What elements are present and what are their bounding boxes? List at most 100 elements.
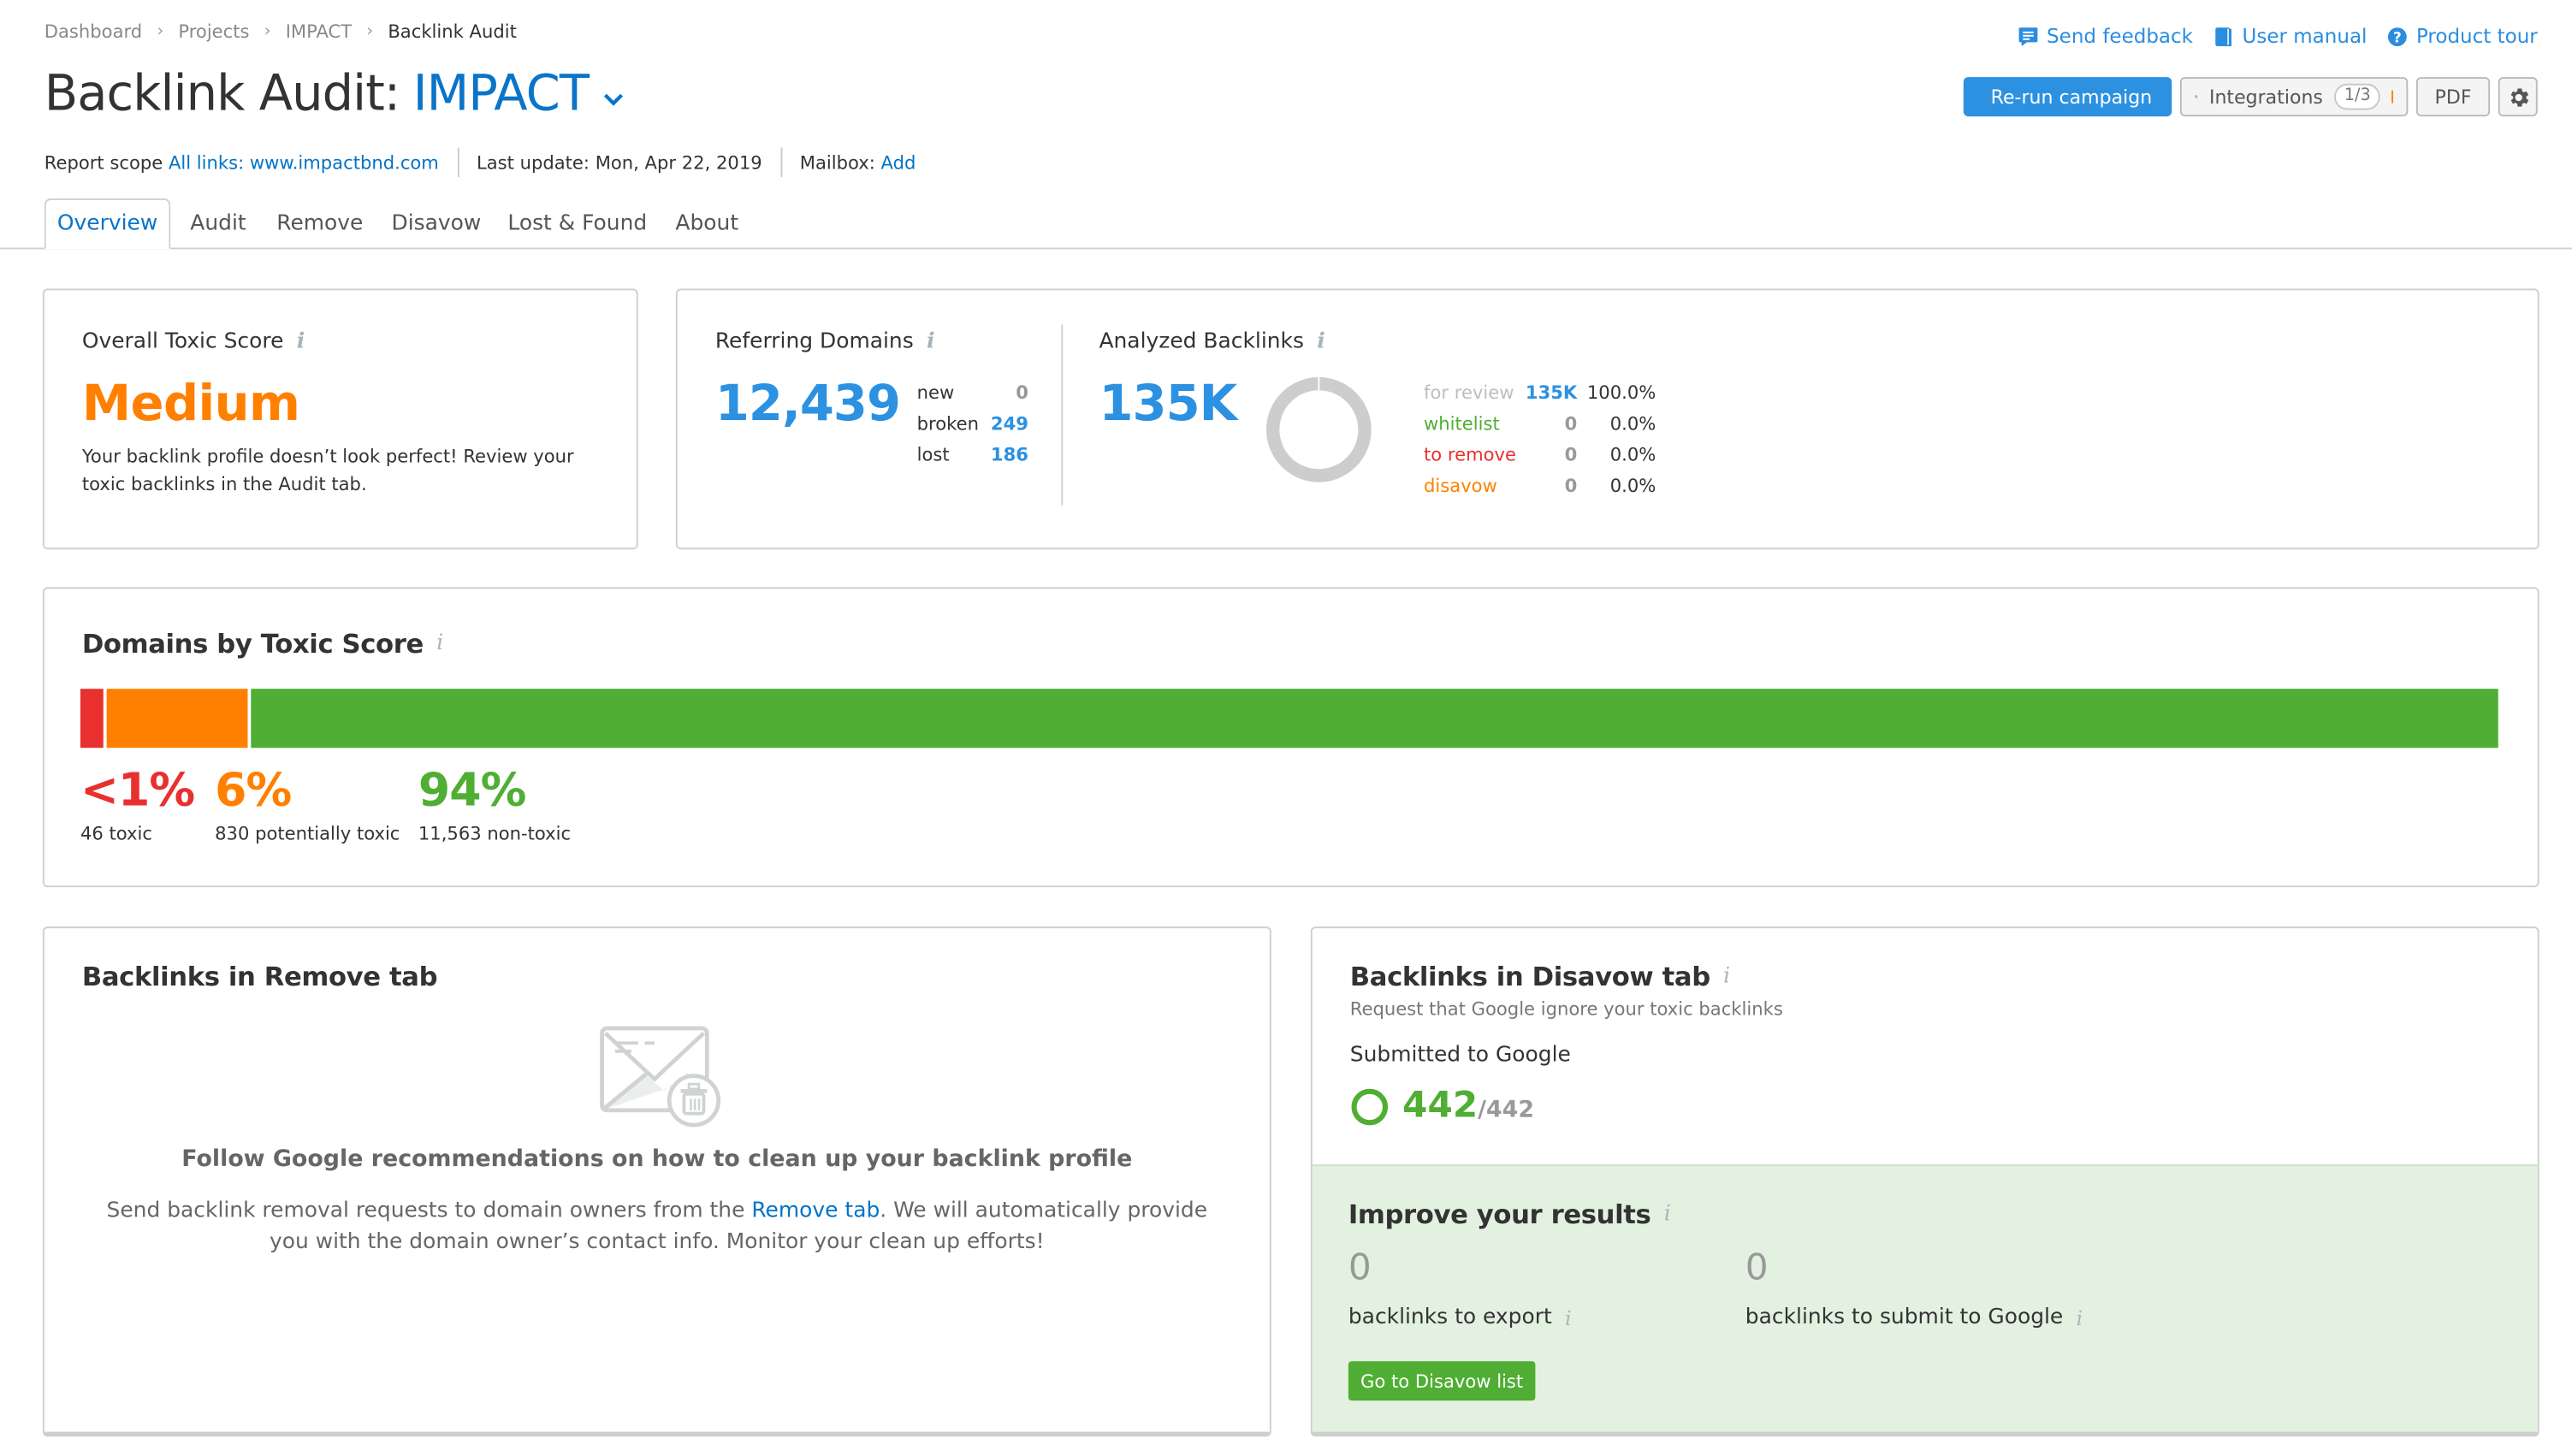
potentially-toxic-stat: 6% 830 potentially toxic (215, 762, 400, 844)
lost-value[interactable]: 186 (990, 444, 1028, 466)
envelope-trash-icon (600, 1026, 721, 1128)
referring-domains-breakdown: new 0 broken 249 lost 186 (917, 377, 1028, 471)
to-remove-value: 0 (1564, 444, 1578, 466)
rerun-campaign-button[interactable]: Re-run campaign (1963, 77, 2172, 117)
mailbox-add-link[interactable]: Add (880, 151, 916, 174)
disavow-card-subtitle: Request that Google ignore your toxic ba… (1349, 998, 1783, 1021)
chevron-right-icon: › (157, 22, 164, 41)
info-icon[interactable]: i (1565, 1305, 1572, 1329)
analyzed-backlinks-label: Analyzed Backlinks i (1099, 329, 1325, 354)
chat-bubble-icon (2018, 27, 2037, 46)
page-title: Backlink Audit: IMPACT (44, 66, 625, 123)
for-review-label: for review (1424, 382, 1514, 404)
product-tour-label: Product tour (2415, 24, 2538, 48)
product-tour-link[interactable]: ? Product tour (2386, 24, 2538, 48)
chevron-right-icon: › (264, 22, 271, 41)
new-label: new (916, 382, 955, 404)
toxic-segment[interactable] (80, 689, 104, 749)
export-label-text: backlinks to export (1348, 1305, 1552, 1330)
submitted-label: Submitted to Google (1349, 1043, 1571, 1068)
tab-remove[interactable]: Remove (276, 210, 364, 236)
lost-label: lost (916, 444, 950, 466)
improve-results-title: Improve your results i (1348, 1199, 1671, 1230)
divider (456, 147, 459, 178)
disavow-value: 0 (1564, 475, 1578, 497)
submit-label-text: backlinks to submit to Google (1745, 1305, 2064, 1330)
tab-lost-found[interactable]: Lost & Found (507, 210, 648, 236)
refresh-icon (1978, 96, 1980, 98)
send-feedback-label: Send feedback (2047, 24, 2194, 48)
report-scope-label: Report scope (44, 151, 163, 174)
disavow-pct: 0.0% (1609, 475, 1656, 497)
integrations-button[interactable]: Integrations 1/3 (2179, 77, 2409, 117)
potentially-toxic-segment[interactable] (106, 689, 248, 749)
chevron-down-icon[interactable] (602, 88, 625, 111)
analyzed-backlinks-label-text: Analyzed Backlinks (1099, 329, 1304, 355)
last-update: Last update: Mon, Apr 22, 2019 (476, 151, 762, 174)
settings-button[interactable] (2498, 77, 2538, 117)
submit-count: 0 (1745, 1247, 1769, 1289)
improve-results-title-text: Improve your results (1348, 1199, 1651, 1230)
breadcrumb-impact[interactable]: IMPACT (285, 21, 353, 43)
potentially-toxic-count: 830 potentially toxic (215, 823, 400, 845)
go-to-disavow-list-button[interactable]: Go to Disavow list (1348, 1361, 1536, 1401)
for-review-value[interactable]: 135K (1525, 382, 1578, 404)
whitelist-value: 0 (1564, 413, 1578, 435)
info-icon[interactable]: i (1723, 964, 1730, 990)
remove-card-text: Send backlink removal requests to domain… (93, 1196, 1220, 1258)
non-toxic-segment[interactable] (251, 689, 2498, 749)
breadcrumb: Dashboard › Projects › IMPACT › Backlink… (44, 21, 517, 43)
pdf-button[interactable]: PDF (2415, 77, 2491, 117)
to-remove-pct: 0.0% (1609, 444, 1656, 466)
export-label: backlinks to export i (1348, 1305, 1572, 1330)
info-icon[interactable]: i (436, 631, 443, 656)
disavow-label: disavow (1424, 475, 1497, 497)
broken-value[interactable]: 249 (990, 413, 1028, 435)
table-row: disavow 0 0.0% (1424, 471, 1656, 501)
toxic-stat: <1% 46 toxic (80, 762, 195, 844)
tab-about[interactable]: About (675, 210, 739, 236)
divider (1061, 324, 1064, 506)
tab-disavow[interactable]: Disavow (391, 210, 482, 236)
status-dot-icon (2391, 90, 2394, 104)
tab-overview[interactable]: Overview (44, 198, 171, 250)
info-icon[interactable]: i (1663, 1202, 1671, 1227)
table-row: new 0 (917, 377, 1028, 408)
tab-audit[interactable]: Audit (190, 210, 246, 236)
rerun-campaign-label: Re-run campaign (1990, 85, 2153, 109)
whitelist-label: whitelist (1424, 413, 1500, 435)
new-value: 0 (1016, 382, 1028, 404)
table-row: to remove 0 0.0% (1424, 440, 1656, 471)
domains-by-toxic-title-text: Domains by Toxic Score (81, 628, 424, 660)
list-add-icon (2195, 95, 2198, 98)
breadcrumb-current: Backlink Audit (388, 21, 517, 43)
info-icon[interactable]: i (296, 329, 305, 355)
analyzed-backlinks-breakdown: for review 135K 100.0% whitelist 0 0.0% … (1424, 377, 1656, 502)
report-scope-row: Report scope All links: www.impactbnd.co… (44, 147, 916, 178)
integrations-count-badge: 1/3 (2334, 83, 2381, 110)
disavow-card-title-text: Backlinks in Disavow tab (1349, 961, 1710, 992)
info-icon[interactable]: i (927, 329, 935, 355)
breadcrumb-dashboard[interactable]: Dashboard (44, 21, 143, 43)
info-icon[interactable]: i (2076, 1305, 2083, 1329)
toxic-score-bar (80, 689, 2498, 749)
send-feedback-link[interactable]: Send feedback (2018, 25, 2193, 48)
backlinks-donut-chart (1266, 376, 1372, 482)
improve-results-section: Improve your results i 0 backlinks to ex… (1312, 1164, 2538, 1432)
whitelist-pct: 0.0% (1609, 413, 1656, 435)
table-row: for review 135K 100.0% (1424, 377, 1656, 408)
non-toxic-pct: 94% (418, 762, 527, 817)
remove-card-title: Backlinks in Remove tab (81, 961, 438, 992)
remove-tab-link[interactable]: Remove tab (751, 1199, 880, 1224)
project-selector[interactable]: IMPACT (412, 65, 590, 123)
breadcrumb-projects[interactable]: Projects (178, 21, 250, 43)
analyzed-backlinks-value[interactable]: 135K (1099, 376, 1237, 434)
progress-ring-icon (1351, 1087, 1389, 1125)
info-icon[interactable]: i (1317, 329, 1325, 355)
table-row: lost 186 (917, 440, 1028, 471)
to-remove-label: to remove (1424, 444, 1516, 466)
referring-domains-value[interactable]: 12,439 (714, 376, 901, 434)
report-scope-link[interactable]: All links: www.impactbnd.com (168, 151, 439, 174)
question-circle-icon: ? (2387, 27, 2407, 45)
user-manual-link[interactable]: User manual (2213, 25, 2367, 48)
